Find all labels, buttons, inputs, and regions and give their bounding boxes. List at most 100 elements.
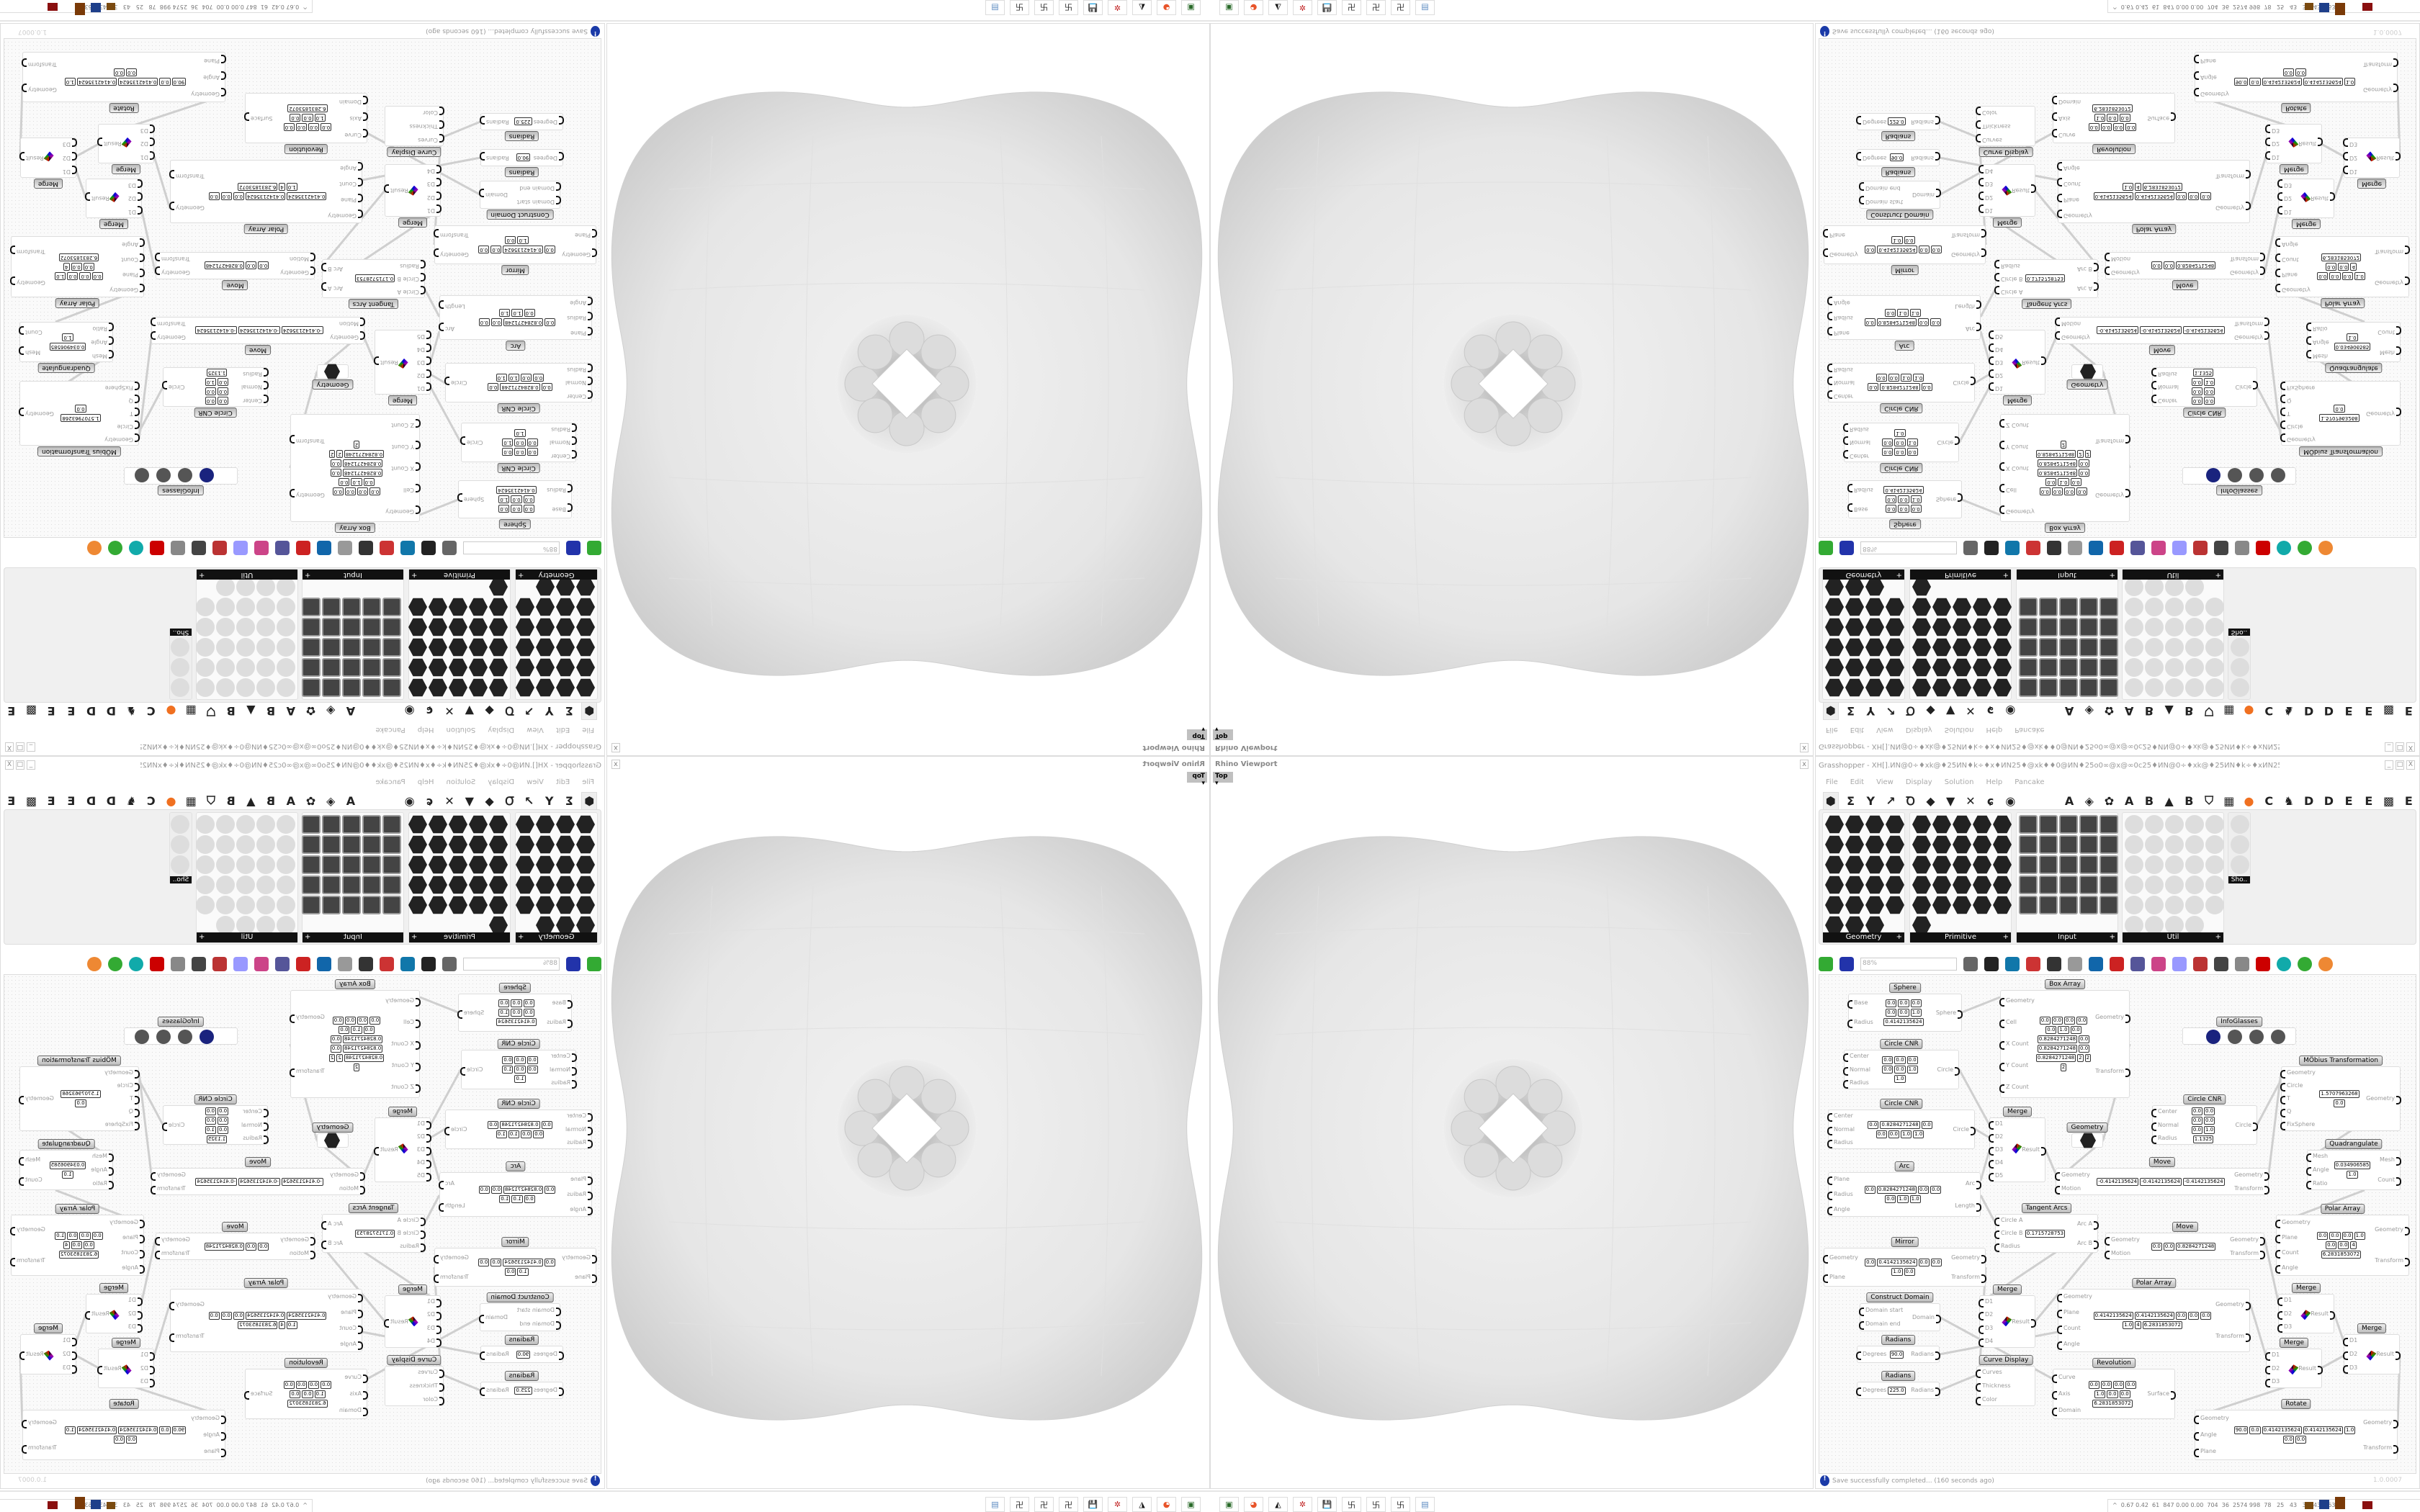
output-param[interactable]: Circle bbox=[451, 1125, 467, 1133]
taskbar-app-terminal[interactable]: ▣ bbox=[1219, 1497, 1239, 1512]
rooster-icon[interactable]: ♞ bbox=[2283, 704, 2295, 719]
clock-icon[interactable] bbox=[449, 835, 467, 854]
input-param[interactable]: Domain start bbox=[516, 199, 555, 206]
mountain-icon[interactable]: ▲ bbox=[246, 793, 256, 808]
input-param[interactable]: Base bbox=[1854, 505, 1868, 513]
param-value-field[interactable]: 0.0 bbox=[218, 1125, 229, 1134]
node-curve-display[interactable]: Curves Thickness Color bbox=[385, 106, 444, 146]
input-param[interactable]: FixSphere bbox=[2287, 384, 2316, 391]
input-param[interactable]: D4 bbox=[426, 168, 435, 175]
new-file-icon[interactable] bbox=[587, 541, 601, 555]
checker-icon[interactable] bbox=[2099, 855, 2118, 874]
param-value-field[interactable]: 0.0 bbox=[533, 374, 544, 382]
output-param[interactable]: Arc B bbox=[328, 1239, 344, 1246]
node-revolution[interactable]: Curve Axis Domain Surface 0.0 0.0 0.0 0.0 1.0 0.0… bbox=[2053, 93, 2175, 143]
input-param[interactable]: Circle bbox=[2287, 423, 2303, 430]
net-icon[interactable] bbox=[489, 658, 508, 677]
tab-d[interactable]: D bbox=[106, 793, 116, 808]
param-value-field[interactable]: 0.0 bbox=[126, 68, 138, 76]
param-value-field[interactable]: 1.1325 bbox=[206, 1135, 228, 1143]
node-polar-array[interactable]: Geometry Plane Count Angle Geometry Transform… bbox=[170, 160, 362, 223]
input-param[interactable]: Normal bbox=[2151, 1121, 2179, 1131]
rotate-icon[interactable] bbox=[2145, 598, 2164, 616]
node-title[interactable]: Rotate bbox=[2281, 1399, 2311, 1409]
cross-icon[interactable] bbox=[2185, 577, 2204, 596]
output-param[interactable]: Geometry bbox=[2375, 279, 2403, 286]
param-value-field[interactable]: 0.0 bbox=[208, 1312, 220, 1320]
output-param[interactable]: Circle bbox=[169, 1121, 185, 1128]
taskbar-app-floppy-64[interactable]: 💾 bbox=[1317, 0, 1337, 15]
search-s-icon[interactable] bbox=[2110, 541, 2124, 555]
timer-icon[interactable] bbox=[2165, 638, 2184, 657]
input-param[interactable]: Angle bbox=[340, 165, 357, 171]
node-box-array[interactable]: Geometry Cell X Count Y Count Z Count Geometr… bbox=[1999, 990, 2130, 1098]
input-param[interactable]: Angle bbox=[203, 1431, 220, 1438]
input-param[interactable]: D3 bbox=[416, 1146, 425, 1153]
taskbar-app-inkscape[interactable]: ◭ bbox=[1268, 1497, 1288, 1512]
param-value-field[interactable]: 0.0 bbox=[344, 1017, 356, 1025]
spiral-icon[interactable] bbox=[516, 678, 534, 697]
infoglasses-icon[interactable] bbox=[2249, 1030, 2264, 1044]
node-title[interactable]: Box Array bbox=[335, 979, 375, 989]
node-title[interactable]: Merge bbox=[33, 179, 63, 189]
tab-c[interactable]: C bbox=[146, 704, 156, 719]
paint-icon[interactable] bbox=[2059, 658, 2078, 677]
output-param[interactable]: Arc B bbox=[2076, 1239, 2099, 1249]
hexfill-icon[interactable] bbox=[449, 638, 467, 657]
output-param[interactable]: Transform bbox=[2095, 1067, 2130, 1077]
param-value-field[interactable]: 90.0 bbox=[2233, 78, 2249, 86]
output-param[interactable]: Geometry bbox=[2095, 1013, 2130, 1023]
input-param[interactable]: Plane bbox=[341, 197, 357, 203]
tab-e[interactable]: E bbox=[2404, 704, 2413, 719]
cap-icon[interactable] bbox=[1865, 618, 1884, 636]
param-value-field[interactable]: 0.8284271248 bbox=[342, 459, 383, 467]
new-file-icon[interactable] bbox=[587, 957, 601, 971]
node-move[interactable]: Geometry Motion Geometry Transform -0.414213… bbox=[2056, 317, 2269, 344]
input-param[interactable]: D1 bbox=[2264, 1351, 2280, 1362]
input-param[interactable]: Circle A bbox=[397, 289, 419, 295]
node-sphere[interactable]: Base Radius Sphere 0.0 0.0 0.0 0.0 0.0 1.0 0.4142… bbox=[1847, 994, 1963, 1032]
output-param[interactable]: Circle bbox=[1937, 439, 1953, 446]
node-polar-array[interactable]: Geometry Plane Count Angle Geometry Transform… bbox=[2276, 236, 2409, 297]
input-param[interactable]: D1 bbox=[1988, 1120, 2004, 1130]
node-curve-display[interactable]: Curves Thickness Color bbox=[1976, 1366, 2035, 1406]
input-param[interactable]: Degrees bbox=[1855, 1387, 1887, 1396]
menu-view[interactable]: View bbox=[1876, 726, 1894, 734]
img-icon[interactable] bbox=[342, 638, 361, 657]
param-value-field[interactable]: 0.0 bbox=[523, 999, 534, 1007]
output-param[interactable]: Result bbox=[104, 1364, 122, 1372]
input-param[interactable]: Thickness bbox=[409, 1382, 438, 1389]
input-param[interactable]: Circle A bbox=[2001, 289, 2023, 295]
infoglasses-icon[interactable] bbox=[156, 468, 171, 482]
param-value-field[interactable]: 0.0 bbox=[1888, 374, 1899, 382]
input-param[interactable]: Geometry bbox=[2111, 269, 2140, 276]
box-icon[interactable] bbox=[1825, 678, 1844, 697]
tab-d[interactable]: D bbox=[106, 704, 116, 719]
clock-icon[interactable] bbox=[2059, 896, 2078, 914]
param-value-field[interactable]: 1.0 bbox=[498, 495, 510, 503]
input-param[interactable]: D3 bbox=[140, 1377, 148, 1385]
taskbar-app-calculator[interactable]: ▤ bbox=[985, 0, 1005, 15]
param-value-field[interactable]: 1.0 bbox=[514, 1075, 526, 1083]
input-param[interactable]: Geometry bbox=[330, 334, 359, 341]
output-param[interactable]: Result bbox=[2376, 155, 2394, 161]
node-title[interactable]: Merge bbox=[387, 1107, 418, 1117]
surface-icon[interactable]: ◆ bbox=[1926, 793, 1935, 808]
input-param[interactable]: D2 bbox=[127, 1310, 136, 1317]
output-param[interactable]: Result bbox=[2022, 1146, 2046, 1156]
input-param[interactable]: Domain bbox=[2058, 98, 2081, 105]
param-value-field[interactable]: 1.0 bbox=[2344, 78, 2356, 86]
object-icon[interactable] bbox=[2099, 815, 2118, 834]
input-param[interactable]: X Count bbox=[391, 1040, 414, 1047]
sets-icon[interactable]: Y bbox=[1866, 793, 1876, 808]
eye-icon[interactable] bbox=[196, 835, 215, 854]
pr-icon[interactable] bbox=[236, 598, 255, 616]
fx-icon[interactable] bbox=[2205, 618, 2224, 636]
node-move[interactable]: Geometry Motion Geometry Transform 0.0 0.0 0.8… bbox=[2104, 1233, 2265, 1260]
param-value-field[interactable]: 0.4142135624 bbox=[2262, 1426, 2302, 1434]
output-param[interactable]: Radians bbox=[1911, 155, 1934, 161]
param-value-field[interactable]: 0.1715728753 bbox=[2025, 274, 2066, 283]
output-param[interactable]: Geometry bbox=[1951, 251, 1980, 258]
output-param[interactable]: Geometry bbox=[2215, 1301, 2251, 1310]
menu-file[interactable]: File bbox=[582, 778, 594, 786]
